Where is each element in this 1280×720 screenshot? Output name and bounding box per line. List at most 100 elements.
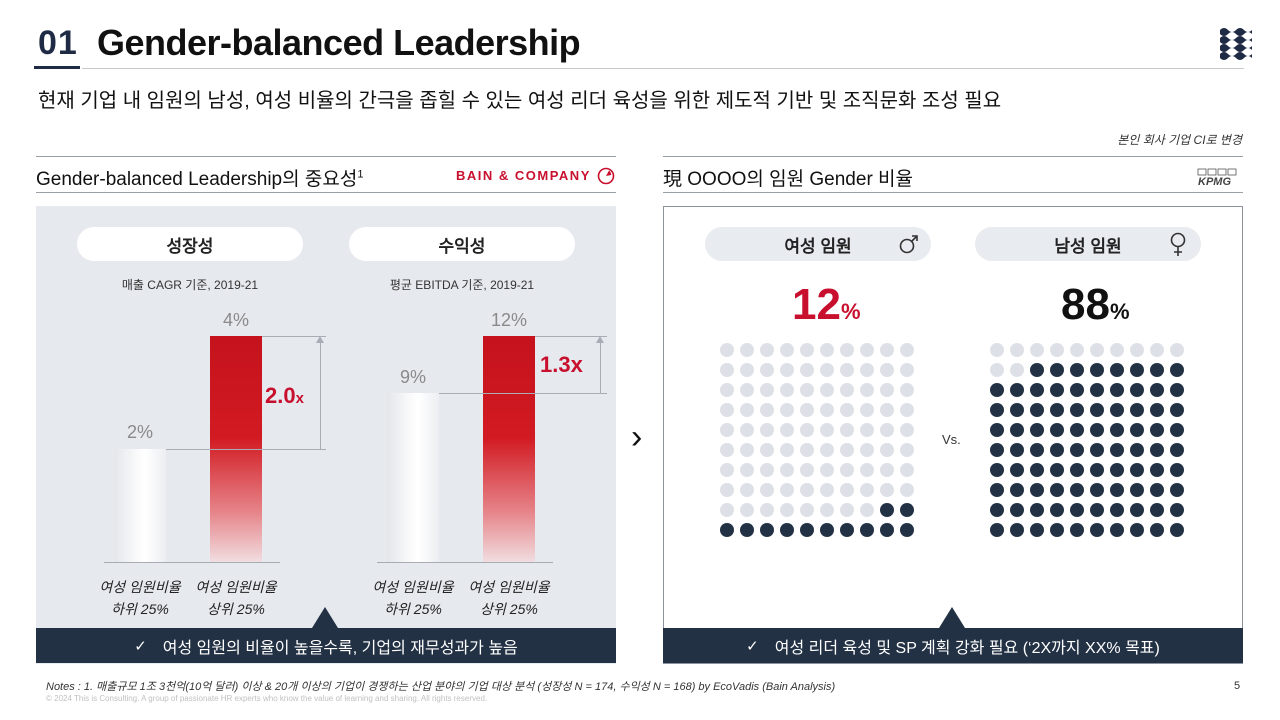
male-dot bbox=[1130, 483, 1144, 497]
female-dot bbox=[840, 463, 854, 477]
male-dot bbox=[990, 503, 1004, 517]
header-divider bbox=[82, 68, 1244, 69]
female-dot bbox=[760, 503, 774, 517]
bain-logo: BAIN & COMPANY bbox=[456, 168, 591, 183]
ci-change-note: 본인 회사 기업 CI로 변경 bbox=[1117, 133, 1242, 147]
male-dot bbox=[1030, 443, 1044, 457]
female-dot bbox=[840, 383, 854, 397]
male-dot bbox=[1070, 403, 1084, 417]
left-conclusion-banner: ✓ 여성 임원의 비율이 높을수록, 기업의 재무성과가 높음 bbox=[36, 628, 616, 663]
female-dot bbox=[780, 383, 794, 397]
female-dot bbox=[720, 483, 734, 497]
female-dot bbox=[800, 363, 814, 377]
female-dot bbox=[860, 523, 874, 537]
female-dot bbox=[860, 483, 874, 497]
male-dot bbox=[1130, 463, 1144, 477]
profit-high-bar bbox=[483, 336, 535, 562]
male-dot bbox=[1170, 503, 1184, 517]
female-dot bbox=[800, 383, 814, 397]
male-dot bbox=[1010, 463, 1024, 477]
female-dot bbox=[780, 503, 794, 517]
female-dot bbox=[820, 463, 834, 477]
right-conclusion-banner: ✓ 여성 리더 육성 및 SP 계획 강화 필요 (‘2X까지 XX% 목표) bbox=[663, 628, 1243, 663]
female-dot bbox=[720, 343, 734, 357]
female-dot bbox=[760, 523, 774, 537]
female-dot bbox=[720, 403, 734, 417]
male-dot bbox=[990, 483, 1004, 497]
male-dot bbox=[1050, 403, 1064, 417]
female-dot bbox=[740, 463, 754, 477]
profit-arrowhead bbox=[596, 336, 604, 343]
female-dot bbox=[880, 383, 894, 397]
female-dot bbox=[900, 403, 914, 417]
versus-label: Vs. bbox=[942, 432, 961, 447]
copyright: © 2024 This is Consulting. A group of pa… bbox=[46, 694, 488, 703]
female-dot bbox=[760, 383, 774, 397]
female-dot bbox=[760, 343, 774, 357]
profit-chart-subtitle: 평균 EBITDA 기준, 2019-21 bbox=[389, 278, 535, 292]
female-dot bbox=[840, 343, 854, 357]
profit-arrow-line bbox=[600, 342, 601, 393]
gender-ratio-panel bbox=[663, 206, 1243, 664]
growth-pill: 성장성 bbox=[77, 227, 303, 261]
page-subtitle: 현재 기업 내 임원의 남성, 여성 비율의 간극을 좁힐 수 있는 여성 리더… bbox=[38, 90, 1002, 112]
female-dot bbox=[820, 483, 834, 497]
profit-reference-line bbox=[439, 393, 607, 394]
female-dot bbox=[880, 523, 894, 537]
male-dot bbox=[1150, 503, 1164, 517]
left-section-title: Gender-balanced Leadership의 중요성1 bbox=[36, 168, 364, 190]
female-dot bbox=[780, 403, 794, 417]
male-pill: 남성 임원 bbox=[975, 227, 1201, 261]
male-dot bbox=[1110, 423, 1124, 437]
male-dot bbox=[1010, 403, 1024, 417]
male-dot bbox=[990, 423, 1004, 437]
female-dot bbox=[820, 383, 834, 397]
section-number-underline bbox=[34, 66, 80, 69]
female-dot bbox=[780, 483, 794, 497]
male-dot bbox=[1170, 403, 1184, 417]
right-section-title: 現 OOOO의 임원 Gender 비율 bbox=[663, 169, 914, 190]
female-dot bbox=[720, 523, 734, 537]
profit-low-bar bbox=[387, 393, 439, 562]
male-dot bbox=[1070, 423, 1084, 437]
female-dot bbox=[820, 363, 834, 377]
male-dot bbox=[1050, 383, 1064, 397]
female-dot bbox=[840, 403, 854, 417]
male-dot bbox=[1070, 363, 1084, 377]
male-dot bbox=[1130, 423, 1144, 437]
male-dot bbox=[1010, 523, 1024, 537]
male-dot bbox=[1050, 423, 1064, 437]
male-dot bbox=[990, 443, 1004, 457]
male-dot bbox=[1110, 503, 1124, 517]
male-dot bbox=[990, 403, 1004, 417]
male-dot bbox=[1010, 443, 1024, 457]
growth-low-bar bbox=[114, 449, 166, 562]
female-dot bbox=[740, 403, 754, 417]
male-dot bbox=[990, 523, 1004, 537]
female-dot bbox=[880, 403, 894, 417]
female-dot bbox=[880, 503, 894, 517]
male-dot bbox=[990, 383, 1004, 397]
female-dot bbox=[760, 483, 774, 497]
male-dot bbox=[1110, 483, 1124, 497]
female-dot bbox=[880, 343, 894, 357]
male-dot bbox=[1130, 443, 1144, 457]
female-dot bbox=[900, 463, 914, 477]
female-dot bbox=[760, 423, 774, 437]
male-dot bbox=[990, 343, 1004, 357]
female-dot bbox=[800, 403, 814, 417]
male-dot bbox=[1050, 483, 1064, 497]
growth-low-value: 2% bbox=[126, 422, 153, 442]
male-dot bbox=[1030, 503, 1044, 517]
male-dot bbox=[1090, 523, 1104, 537]
female-dot bbox=[820, 503, 834, 517]
male-dot bbox=[1150, 363, 1164, 377]
profit-high-label: 여성 임원비율 상위 25% bbox=[468, 579, 550, 617]
male-dot bbox=[1050, 463, 1064, 477]
male-dot bbox=[1030, 523, 1044, 537]
female-dot bbox=[740, 383, 754, 397]
female-dot bbox=[720, 463, 734, 477]
female-dot bbox=[860, 463, 874, 477]
male-dot bbox=[1170, 343, 1184, 357]
male-dot bbox=[1070, 343, 1084, 357]
